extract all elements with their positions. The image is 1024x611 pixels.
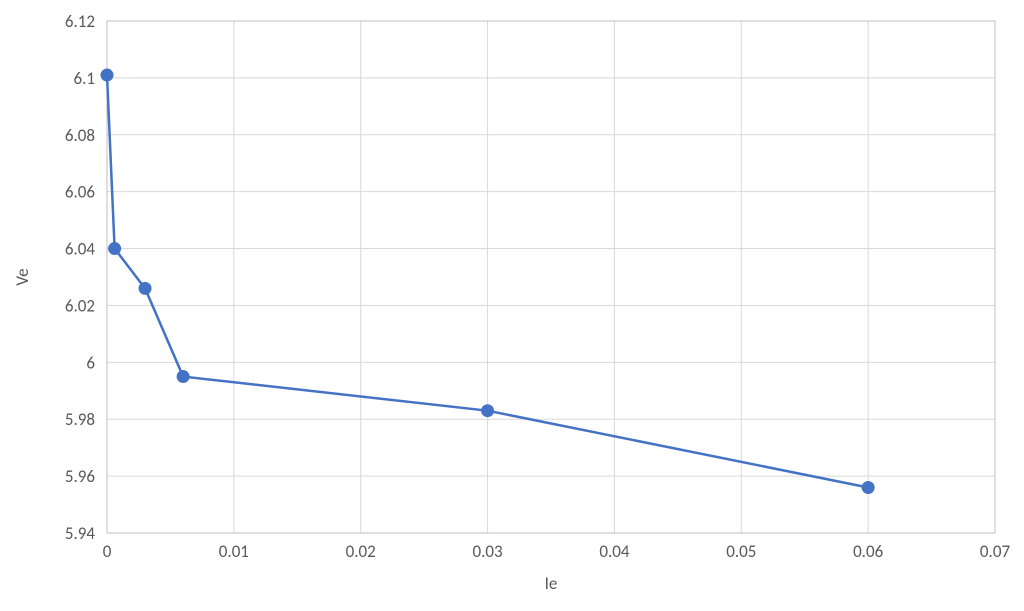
y-tick-label: 5.98 — [65, 409, 95, 430]
y-tick-label: 5.96 — [65, 466, 96, 487]
data-marker — [482, 405, 494, 417]
data-marker — [109, 243, 121, 255]
x-axis-label: Ie — [545, 573, 558, 594]
data-marker — [139, 282, 151, 294]
y-tick-label: 6.12 — [65, 11, 95, 32]
y-axis-label: Ve — [12, 268, 33, 285]
x-tick-label: 0.07 — [980, 541, 1011, 562]
y-tick-label: 6 — [86, 352, 95, 373]
data-marker — [101, 69, 113, 81]
line-chart: 0 0.01 0.02 0.03 0.04 0.05 0.06 0.07 5.94 5.96 5.9… — [0, 0, 1024, 611]
x-tick-label: 0.06 — [853, 541, 884, 562]
y-tick-label: 6.04 — [65, 239, 96, 260]
y-tick-label: 5.94 — [65, 523, 96, 544]
x-tick-label: 0.01 — [219, 541, 249, 562]
x-tick-label: 0.04 — [599, 541, 630, 562]
data-marker — [862, 481, 874, 493]
y-tick-label: 6.1 — [73, 68, 95, 89]
x-tick-label: 0.05 — [726, 541, 756, 562]
y-tick-label: 6.02 — [65, 295, 95, 316]
data-marker — [177, 371, 189, 383]
chart-container: 0 0.01 0.02 0.03 0.04 0.05 0.06 0.07 5.94 5.96 5.9… — [0, 0, 1024, 611]
y-tick-label: 6.06 — [65, 182, 96, 203]
x-tick-label: 0 — [103, 541, 112, 562]
x-tick-label: 0.03 — [473, 541, 503, 562]
y-tick-label: 6.08 — [65, 125, 95, 146]
x-tick-label: 0.02 — [346, 541, 376, 562]
